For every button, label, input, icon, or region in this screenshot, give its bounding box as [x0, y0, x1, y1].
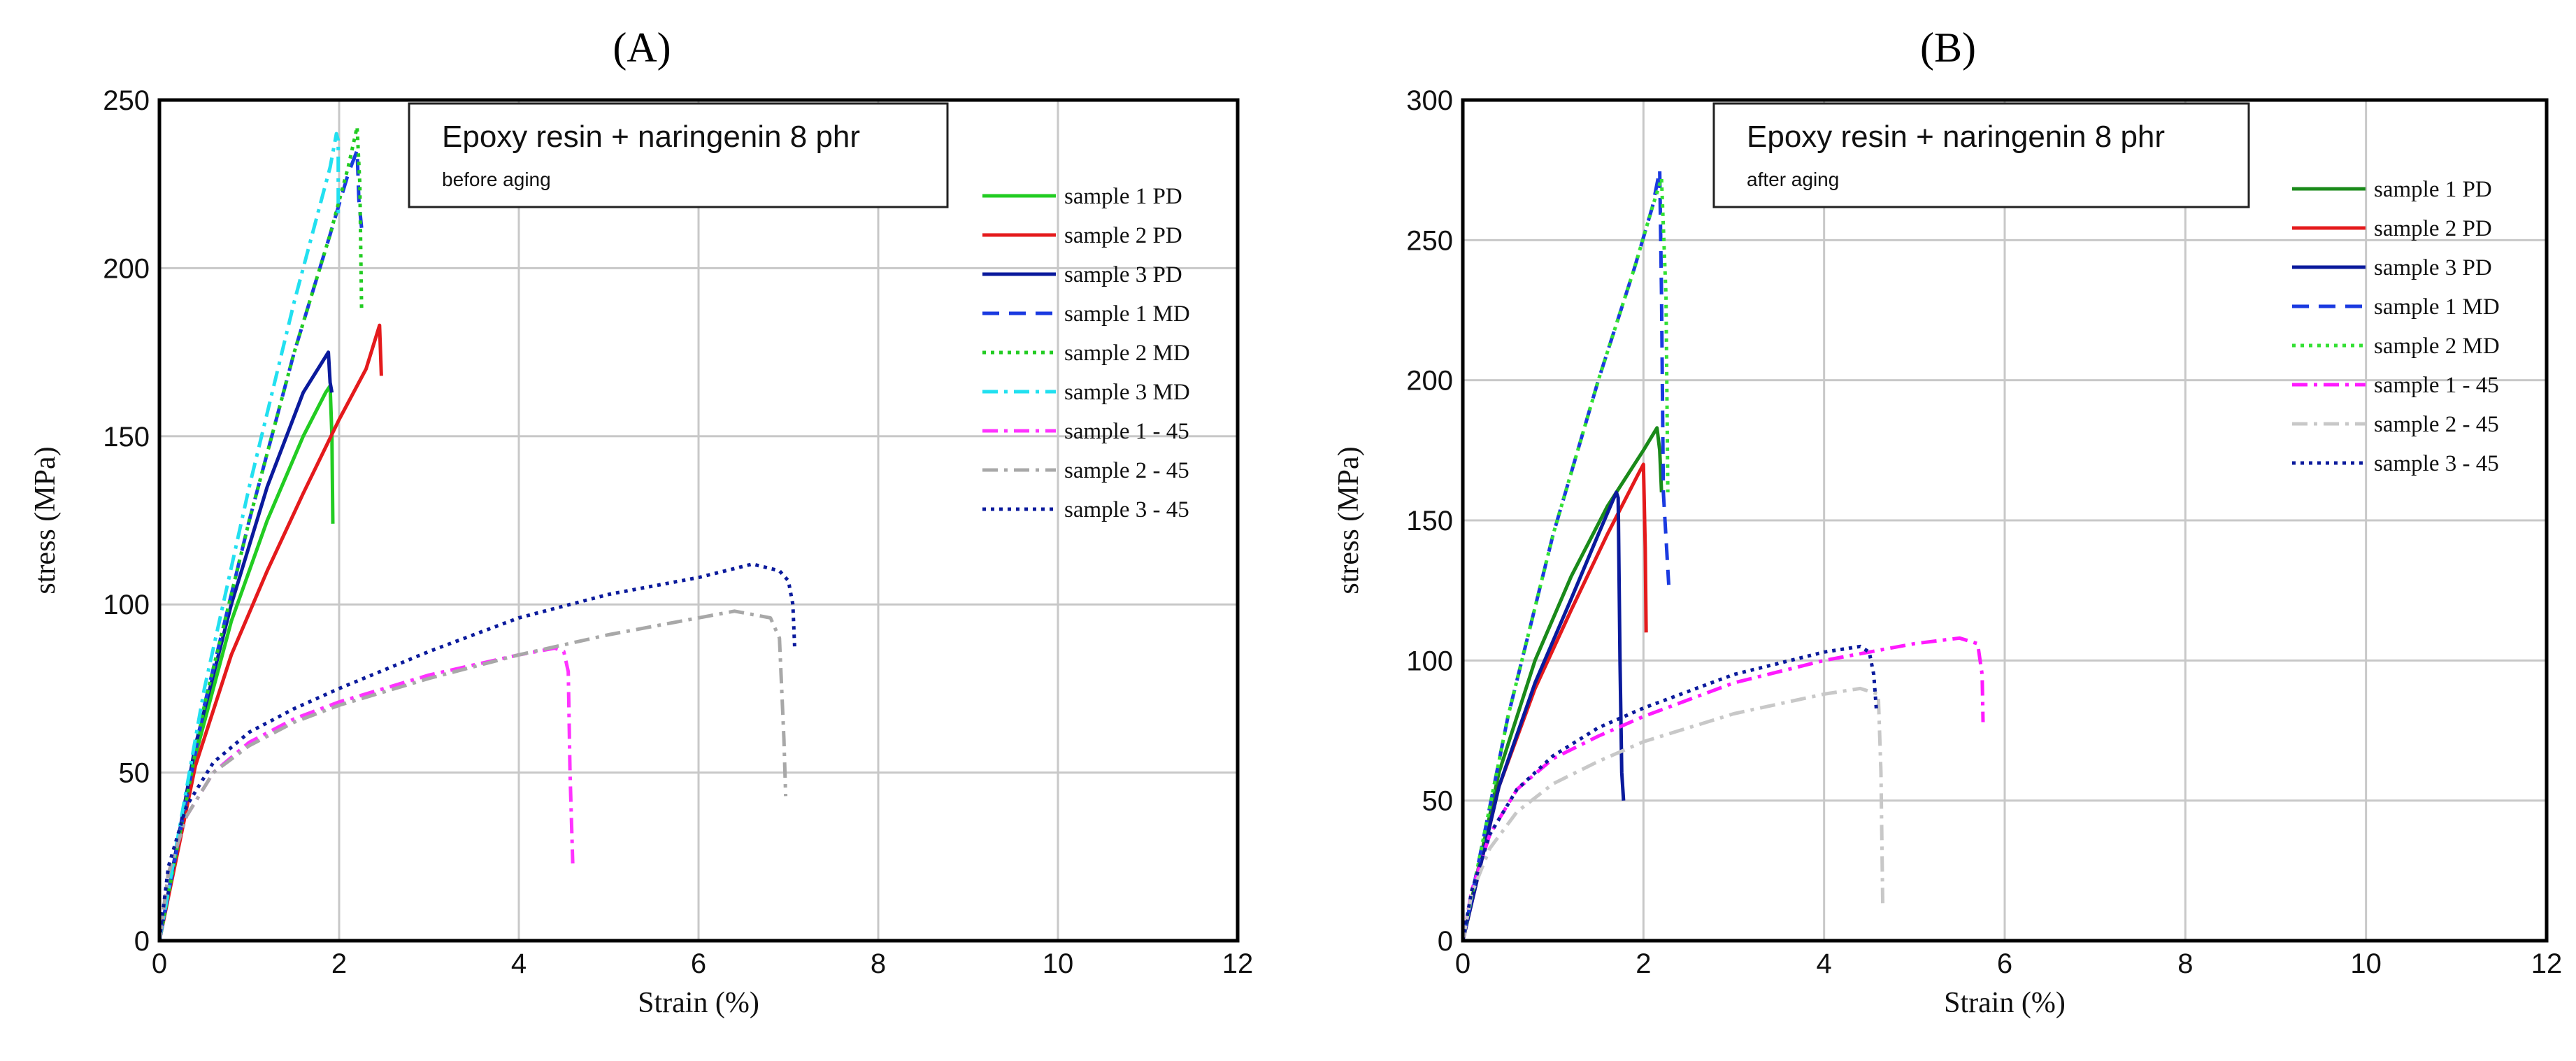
legend-label-2: sample 3 PD [1064, 262, 1182, 287]
y-axis-title: stress (MPa) [29, 446, 62, 594]
legend-label-8: sample 3 - 45 [1064, 497, 1189, 522]
x-tick-label: 2 [1636, 948, 1651, 979]
x-tick-label: 10 [1043, 948, 1074, 979]
x-tick-label: 6 [1997, 948, 2012, 979]
y-tick-label: 250 [1406, 225, 1453, 256]
chart-panel-0: (A) 0 2 4 6 8 10 12 0 50 100 150 200 250 Strain (%) str… [29, 24, 1253, 1019]
x-tick-label: 8 [871, 948, 886, 979]
legend-label-5: sample 1 - 45 [2374, 373, 2499, 398]
x-tick-label: 12 [1222, 948, 1254, 979]
series-line-7 [1461, 644, 1879, 941]
legend-label-7: sample 3 - 45 [2374, 451, 2499, 476]
legend-label-3: sample 1 MD [1064, 301, 1190, 327]
x-tick-label: 2 [331, 948, 347, 979]
legend-label-7: sample 2 - 45 [1064, 458, 1189, 483]
y-tick-label: 100 [103, 590, 150, 620]
y-tick-label: 250 [103, 85, 150, 116]
chart-title: Epoxy resin + naringenin 8 phr [1747, 120, 2165, 154]
x-tick-label: 12 [2531, 948, 2563, 979]
series-line-2 [1461, 490, 1626, 941]
series-line-7 [157, 609, 788, 941]
series-line-6 [1461, 686, 1885, 941]
y-tick-label: 300 [1406, 85, 1453, 116]
series-line-2 [157, 350, 334, 941]
plot-frame [1461, 98, 2549, 943]
x-tick-label: 4 [1817, 948, 1832, 979]
y-axis-title: stress (MPa) [1333, 446, 1365, 594]
series-line-5 [157, 131, 341, 941]
legend-label-6: sample 2 - 45 [2374, 412, 2499, 437]
series-line-3 [1461, 168, 1670, 941]
x-tick-label: 0 [152, 948, 167, 979]
y-tick-label: 100 [1406, 646, 1453, 676]
series-line-4 [157, 125, 364, 941]
x-tick-label: 0 [1455, 948, 1471, 979]
legend-label-5: sample 3 MD [1064, 380, 1190, 405]
chart-panel-1: (B) 0 2 4 6 8 10 12 0 50 100 150 200 250 300 Strain (%)… [1333, 24, 2562, 1019]
series-line-0 [157, 384, 335, 941]
legend-label-6: sample 1 - 45 [1064, 419, 1189, 444]
legend-label-2: sample 3 PD [2374, 255, 2492, 280]
y-tick-label: 200 [1406, 366, 1453, 397]
y-tick-label: 0 [134, 926, 150, 957]
chart-title: Epoxy resin + naringenin 8 phr [442, 120, 860, 154]
series-line-1 [157, 323, 383, 941]
series-line-4 [1461, 176, 1670, 941]
series-line-6 [157, 646, 575, 941]
title-box [1712, 102, 2250, 208]
x-axis-title: Strain (%) [638, 987, 759, 1019]
legend-label-0: sample 1 PD [2374, 177, 2492, 202]
x-tick-label: 8 [2177, 948, 2193, 979]
y-tick-label: 150 [1406, 506, 1453, 536]
legend-label-4: sample 2 MD [1064, 341, 1190, 366]
y-tick-label: 50 [1422, 786, 1454, 817]
series-line-5 [1461, 636, 1985, 941]
x-tick-label: 10 [2350, 948, 2382, 979]
chart-subtitle: after aging [1747, 169, 1839, 190]
legend-label-3: sample 1 MD [2374, 294, 2500, 320]
x-tick-label: 4 [511, 948, 527, 979]
title-box [408, 102, 949, 208]
panel-label: (B) [1920, 24, 1976, 71]
legend-label-4: sample 2 MD [2374, 334, 2500, 359]
x-axis-title: Strain (%) [1944, 987, 2066, 1019]
series-line-8 [157, 562, 796, 941]
y-tick-label: 150 [103, 422, 150, 453]
x-tick-label: 6 [691, 948, 706, 979]
legend-label-0: sample 1 PD [1064, 184, 1182, 209]
plot-frame [157, 98, 1240, 943]
y-tick-label: 0 [1438, 926, 1453, 957]
panel-label: (A) [613, 24, 671, 71]
legend-label-1: sample 2 PD [1064, 223, 1182, 248]
series-line-0 [1461, 426, 1663, 941]
y-tick-label: 200 [103, 253, 150, 284]
y-tick-label: 50 [119, 758, 150, 789]
chart-subtitle: before aging [442, 169, 551, 190]
legend-label-1: sample 2 PD [2374, 216, 2492, 241]
